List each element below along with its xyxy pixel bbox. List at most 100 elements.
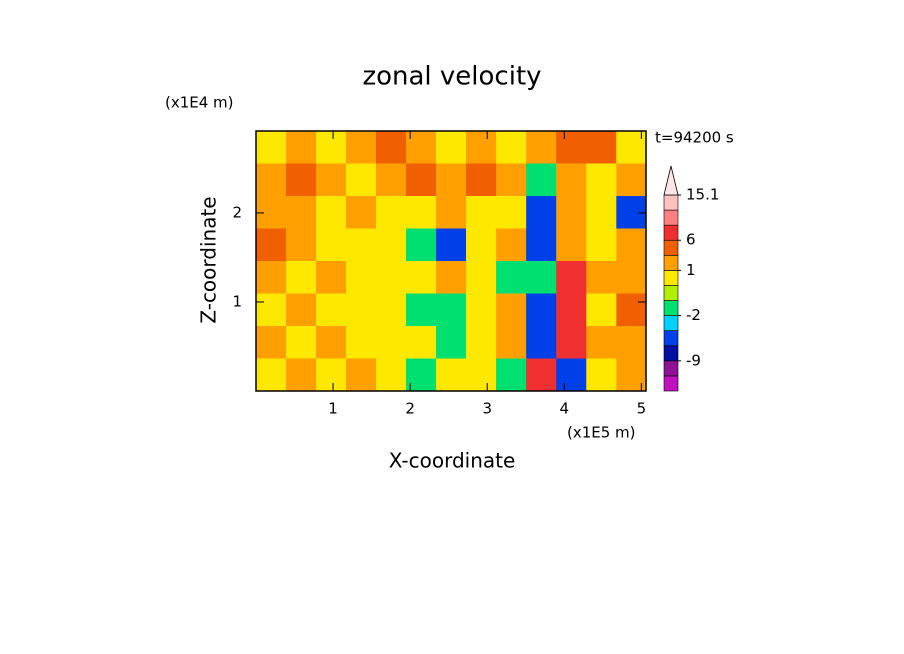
contour-cell (256, 326, 287, 359)
y-tick-label: 2 (232, 203, 242, 221)
colorbar-box (663, 239, 679, 256)
colorbar-tick-label: -2 (686, 306, 701, 324)
chart-title: zonal velocity (362, 62, 541, 92)
contour-cell (256, 163, 287, 197)
contour-cell (375, 261, 407, 294)
contour-cell (435, 131, 467, 164)
contour-cell (316, 196, 347, 229)
axes: 1 2 3 4 5 1 2 (232, 130, 647, 418)
contour-cell (586, 358, 617, 392)
colorbar-box (663, 255, 679, 271)
contour-cell (316, 293, 347, 327)
contour-cell (556, 228, 587, 262)
colorbar-box (663, 300, 679, 316)
contour-cell (556, 358, 587, 392)
contour-cell (256, 261, 287, 294)
colorbar-box (663, 375, 679, 392)
contour-cell (286, 293, 317, 327)
contour-cell (345, 358, 377, 392)
contour-cell (286, 163, 317, 197)
contour-field (256, 131, 647, 392)
contour-cell (345, 293, 377, 327)
contour-cell (526, 163, 557, 197)
contour-cell (496, 228, 527, 262)
time-annotation: t=94200 s (655, 129, 734, 147)
contour-cell (405, 293, 437, 327)
contour-cell (375, 163, 407, 197)
contour-cell (586, 326, 617, 359)
y-unit: (x1E4 m) (165, 94, 234, 112)
contour-cell (496, 261, 527, 294)
colorbar-box (663, 270, 679, 286)
contour-cell (435, 326, 467, 359)
contour-cell (556, 196, 587, 229)
colorbar-box (663, 209, 679, 226)
contour-cell (466, 358, 497, 392)
colorbar-tick-label: 1 (686, 261, 696, 279)
contour-cell (526, 228, 557, 262)
contour-cell (345, 228, 377, 262)
contour-cell (466, 163, 497, 197)
colorbar-box (663, 224, 679, 241)
x-tick-label: 4 (560, 400, 570, 418)
contour-cell (466, 326, 497, 359)
contour-cell (286, 326, 317, 359)
colorbar-box (663, 315, 679, 331)
contour-cell (435, 358, 467, 392)
contour-cell (586, 196, 617, 229)
contour-cell (526, 293, 557, 327)
colorbar-extension (663, 165, 679, 196)
contour-cell (345, 163, 377, 197)
contour-cell (435, 261, 467, 294)
contour-cell (375, 228, 407, 262)
contour-cell (405, 261, 437, 294)
contour-cell (316, 326, 347, 359)
colorbar-box (663, 330, 679, 347)
contour-cell (616, 358, 647, 392)
contour-cell (616, 293, 647, 327)
colorbar-tick-label: 15.1 (686, 186, 719, 204)
contour-cell (586, 228, 617, 262)
contour-cell (435, 228, 467, 262)
contour-cell (586, 293, 617, 327)
contour-cell (496, 293, 527, 327)
contour-cell (616, 261, 647, 294)
contour-cell (556, 261, 587, 294)
contour-cell (405, 228, 437, 262)
contour-cell (435, 196, 467, 229)
contour-cell (556, 326, 587, 359)
x-tick-label: 3 (482, 400, 492, 418)
contour-cell (435, 163, 467, 197)
contour-cell (256, 358, 287, 392)
contour-cell (375, 131, 407, 164)
contour-cell (556, 163, 587, 197)
contour-cell (466, 131, 497, 164)
x-tick-label: 5 (637, 400, 647, 418)
contour-cell (345, 196, 377, 229)
x-tick-label: 1 (328, 400, 338, 418)
contour-cell (496, 163, 527, 197)
contour-cell (256, 293, 287, 327)
contour-cell (466, 293, 497, 327)
contour-cell (375, 293, 407, 327)
contour-cell (375, 196, 407, 229)
colorbar-box (663, 360, 679, 377)
contour-cell (316, 228, 347, 262)
plot-frame (255, 130, 647, 392)
contour-cell (466, 196, 497, 229)
contour-cell (526, 131, 557, 164)
contour-cell (466, 261, 497, 294)
x-axis-label: X-coordinate (389, 449, 516, 473)
contour-cell (256, 228, 287, 262)
contour-cell (496, 196, 527, 229)
contour-cell (526, 358, 557, 392)
x-unit: (x1E5 m) (567, 424, 636, 442)
contour-cell (526, 196, 557, 229)
colorbar-box (663, 194, 679, 211)
contour-cell (556, 131, 587, 164)
contour-cell (586, 261, 617, 294)
colorbar-box (663, 345, 679, 362)
contour-cell (286, 358, 317, 392)
contour-cell (316, 163, 347, 197)
